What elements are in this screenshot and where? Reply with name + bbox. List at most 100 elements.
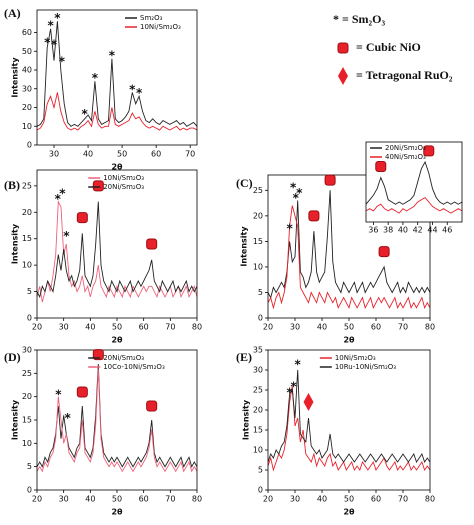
y-tick-label: 5: [258, 288, 263, 297]
plot-frame: [365, 141, 463, 223]
y-axis-label: Intensity: [242, 399, 251, 440]
y-tick-label: 30: [22, 84, 32, 93]
series-line: [268, 205, 430, 310]
peak-star: *: [54, 11, 61, 25]
cube-marker: [76, 212, 88, 224]
plot-background: [37, 170, 197, 318]
x-tick-label: 38: [383, 226, 393, 235]
plot-background: [366, 142, 462, 222]
x-axis-label: 2θ: [111, 508, 123, 517]
legend-label: 10Ni/Sm₂O₃: [103, 174, 144, 182]
cube-marker: [76, 386, 88, 398]
series-line: [37, 368, 197, 473]
x-tick-label: 30: [59, 323, 69, 332]
peak-star: *: [293, 191, 300, 205]
series-line: [37, 21, 197, 127]
series-line: [366, 197, 462, 214]
y-axis-label: Intensity: [11, 223, 20, 264]
peak-star: *: [55, 388, 62, 402]
x-tick-label: 60: [371, 323, 381, 332]
x-tick-label: 50: [344, 495, 354, 504]
x-tick-label: 80: [192, 495, 202, 504]
peak-star: *: [63, 229, 70, 243]
x-axis-label: 2θ: [111, 163, 123, 172]
peak-star: *: [55, 192, 62, 206]
legend-label: 20Ni/Sm₂O₃: [385, 144, 426, 152]
y-tick-label: 15: [22, 234, 32, 243]
x-tick-label: 70: [398, 323, 408, 332]
legend-label: 10Ni/Sm₂O₃: [140, 23, 181, 31]
x-tick-label: 30: [290, 323, 300, 332]
cube-marker: [92, 349, 104, 361]
x-tick-label: 50: [112, 323, 122, 332]
peak-star: *: [290, 181, 297, 195]
cube-marker: [378, 246, 390, 258]
x-tick-label: 30: [59, 495, 69, 504]
x-tick-label: 70: [165, 495, 175, 504]
x-tick-label: 40: [398, 226, 408, 235]
key-label: * = Sm₂O₃: [333, 12, 385, 26]
x-tick-label: 80: [425, 495, 435, 504]
cube-marker: [308, 210, 320, 222]
panel-label: (E): [236, 350, 252, 364]
peak-star: *: [109, 49, 116, 63]
y-tick-label: 20: [22, 103, 32, 112]
key-label: = Cubic NiO: [356, 40, 421, 54]
panel-label: (C): [236, 176, 253, 190]
y-tick-label: 40: [22, 66, 32, 75]
x-tick-label: 20: [32, 323, 42, 332]
peak-star: *: [44, 36, 51, 50]
x-tick-label: 36: [368, 226, 378, 235]
cube-marker: [324, 174, 336, 186]
panel-label: (B): [4, 178, 20, 192]
y-tick-label: 25: [22, 181, 32, 190]
x-tick-label: 20: [263, 495, 273, 504]
x-axis-label: 2θ: [343, 336, 355, 345]
y-tick-label: 50: [22, 47, 32, 56]
x-tick-label: 60: [139, 323, 149, 332]
plot-background: [37, 10, 197, 145]
legend-label: 20Ni/Sm₂O₃: [103, 354, 144, 362]
peak-star: *: [59, 187, 66, 201]
diamond-marker: [338, 67, 348, 85]
x-tick-label: 60: [371, 495, 381, 504]
series-line: [268, 190, 430, 299]
y-tick-label: 15: [253, 426, 263, 435]
x-tick-label: 60: [139, 495, 149, 504]
legend-label: 40Ni/Sm₂O₃: [385, 153, 426, 161]
y-tick-label: 25: [253, 386, 263, 395]
cube-marker: [337, 42, 349, 54]
legend-label: Sm₂O₃: [140, 14, 163, 22]
legend-label: 20Ni/Sm₂O₃: [103, 183, 144, 191]
y-tick-label: 0: [27, 141, 32, 150]
y-axis-label: Intensity: [11, 57, 20, 98]
y-axis-label: Intensity: [11, 399, 20, 440]
y-tick-label: 10: [22, 122, 32, 131]
plot-frame: [36, 9, 198, 146]
panel-label: (D): [4, 350, 21, 364]
series-line: [366, 160, 462, 205]
y-tick-label: 5: [258, 466, 263, 475]
peak-star: *: [92, 71, 99, 85]
x-tick-label: 44: [427, 226, 437, 235]
y-tick-label: 10: [253, 446, 263, 455]
peak-star: *: [286, 386, 293, 400]
peak-star: *: [47, 19, 54, 33]
cube-marker: [146, 400, 158, 412]
y-tick-label: 0: [258, 486, 263, 495]
y-tick-label: 35: [253, 346, 263, 355]
x-tick-label: 70: [185, 150, 195, 159]
x-tick-label: 42: [413, 226, 423, 235]
y-axis-label: Intensity: [240, 226, 249, 267]
y-tick-label: 0: [27, 314, 32, 323]
x-axis-label: 2θ: [111, 336, 123, 345]
legend-label: 10Ru-10Ni/Sm₂O₃: [335, 363, 396, 371]
y-tick-label: 20: [22, 208, 32, 217]
series-line: [37, 201, 197, 299]
y-tick-label: 10: [22, 261, 32, 270]
panel-label: (A): [4, 6, 21, 20]
diamond-marker: [303, 393, 314, 411]
x-tick-label: 40: [85, 323, 95, 332]
y-tick-label: 30: [22, 346, 32, 355]
